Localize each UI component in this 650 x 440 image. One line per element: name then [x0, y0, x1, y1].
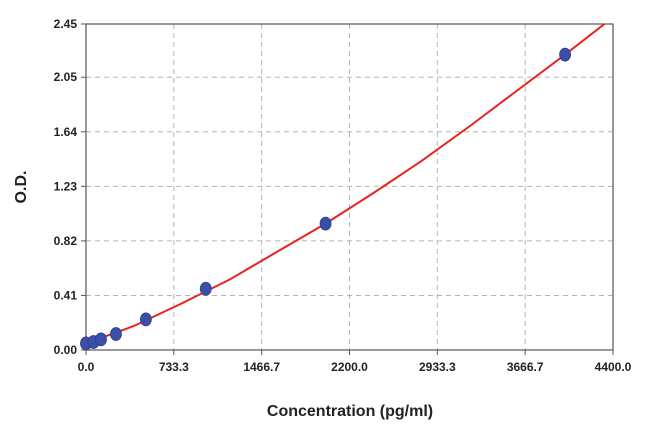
axis-ticks: [81, 23, 614, 355]
y-tick-label: 0.82: [54, 234, 78, 248]
x-tick-label: 733.3: [159, 360, 189, 374]
y-tick-label: 0.00: [54, 343, 78, 357]
x-tick-labels: 0.0 733.3 1466.7 2200.0 2933.3 3666.7 4400.0: [78, 360, 632, 374]
x-tick-label: 2933.3: [419, 360, 456, 374]
x-tick-label: 1466.7: [243, 360, 280, 374]
data-point: [559, 47, 571, 62]
y-tick-label: 1.23: [54, 179, 78, 193]
y-axis-title: O.D.: [13, 171, 30, 204]
x-axis-title: Concentration (pg/ml): [267, 403, 433, 420]
grid-lines: [86, 24, 613, 350]
series-layer: [80, 24, 607, 351]
y-tick-label: 0.41: [54, 288, 78, 302]
fitted-curve-line: [86, 24, 607, 345]
y-tick-labels: 0.00 0.41 0.82 1.23 1.64 2.05 2.45: [54, 17, 78, 357]
data-point: [199, 281, 212, 296]
data-point: [139, 312, 152, 327]
x-tick-label: 0.0: [78, 360, 95, 374]
data-point: [319, 216, 332, 231]
x-tick-label: 4400.0: [595, 360, 632, 374]
x-tick-label: 3666.7: [507, 360, 544, 374]
y-tick-label: 1.64: [54, 125, 78, 139]
data-point: [95, 332, 107, 347]
y-tick-label: 2.45: [54, 17, 78, 31]
x-tick-label: 2200.0: [331, 360, 368, 374]
data-point: [110, 327, 122, 341]
y-tick-label: 2.05: [54, 70, 78, 84]
